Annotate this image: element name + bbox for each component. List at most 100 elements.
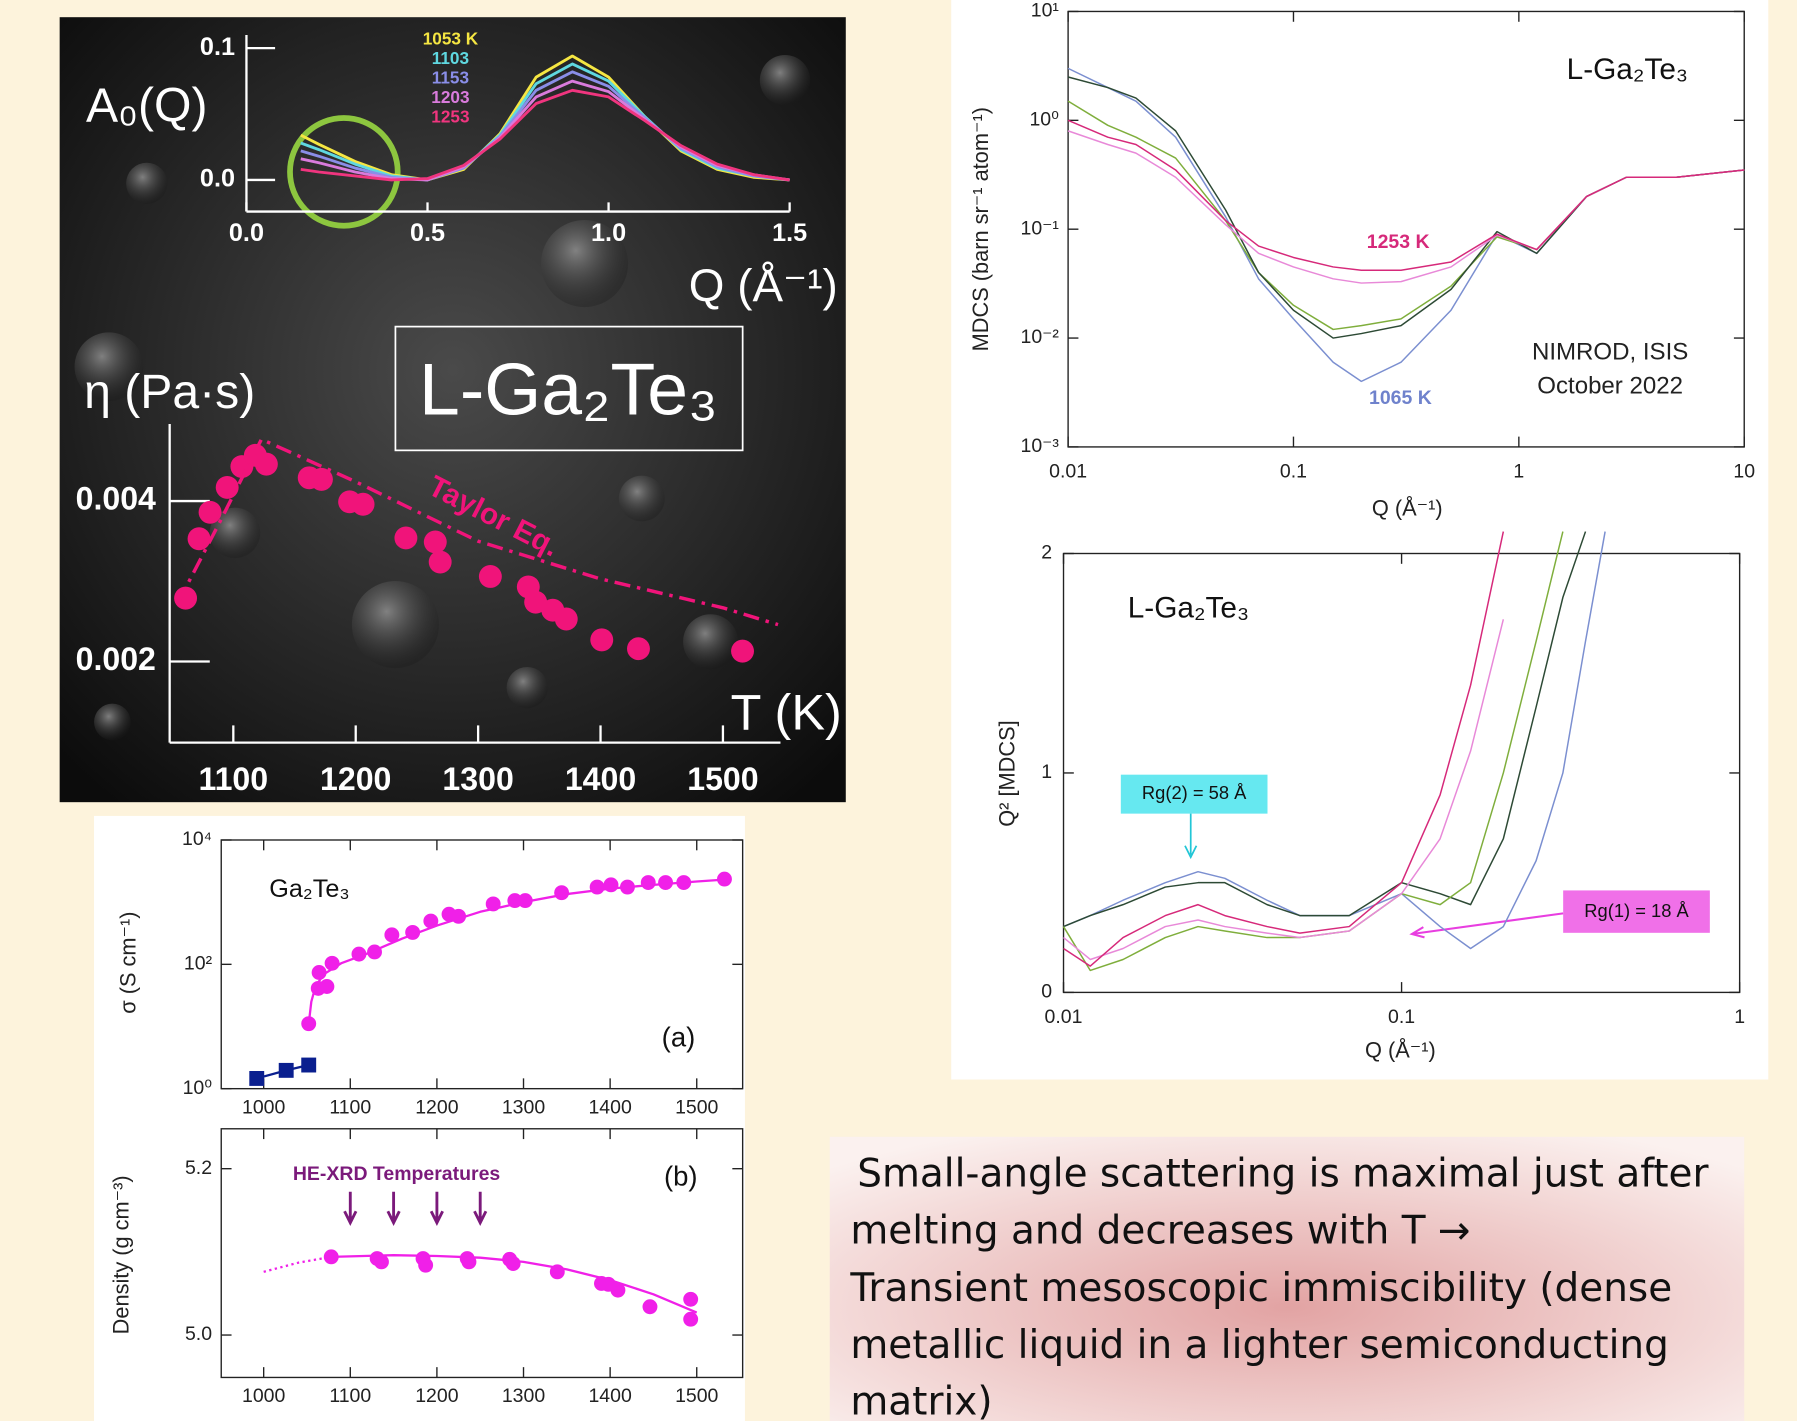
chart-title: L-Ga₂Te₃ (1128, 592, 1249, 625)
y-tick-label: 10⁴ (182, 828, 212, 850)
bubble (94, 704, 131, 741)
marker (394, 526, 417, 549)
marker (555, 608, 578, 631)
y-tick-label: 10⁻¹ (1021, 217, 1060, 239)
bubble (507, 667, 548, 708)
x-tick-label: 0.01 (1049, 460, 1087, 482)
y-tick-label: 10⁻³ (1021, 435, 1060, 457)
marker (590, 628, 613, 651)
poster: Small-angle scattering is maximal just a… (0, 0, 1797, 1421)
marker (554, 885, 569, 900)
x-tick-label: 0.1 (1388, 1006, 1415, 1028)
x-tick-label: 1.5 (772, 219, 807, 247)
marker (683, 1292, 698, 1307)
marker (199, 501, 222, 524)
legend-entry: 1253 (431, 107, 469, 127)
page: {"chart_data": [ {"type": "line", "ylabe… (0, 0, 1797, 1421)
x-tick-label: 0.1 (1280, 460, 1307, 482)
x-tick-label: 0.01 (1045, 1006, 1083, 1028)
y-tick-label: 10¹ (1031, 0, 1060, 22)
annotation: (a) (662, 1022, 696, 1053)
legend-entry: 1103 (432, 48, 469, 68)
x-tick-label: 1 (1734, 1006, 1745, 1028)
annotation: Rg(1) = 18 Å (1584, 900, 1689, 921)
x-tick-label: 1000 (242, 1096, 285, 1118)
x-tick-label: 1300 (502, 1385, 545, 1407)
y-tick-label: 10⁻² (1021, 326, 1060, 348)
bubble (619, 476, 665, 522)
x-axis-label: T (K) (731, 684, 842, 741)
x-tick-label: 1000 (242, 1385, 285, 1407)
marker (479, 565, 502, 588)
marker (312, 965, 327, 980)
note-line: metallic liquid in a lighter semiconduct… (850, 1323, 1668, 1368)
bubble (760, 55, 810, 105)
annotation: NIMROD, ISIS (1532, 338, 1688, 365)
marker (352, 493, 375, 516)
x-tick-label: 1200 (320, 761, 391, 797)
bubble (683, 614, 738, 669)
x-tick-label: 1100 (199, 761, 269, 797)
marker (683, 1312, 698, 1327)
chart-title: Ga₂Te₃ (269, 875, 349, 903)
x-tick-label: 0.5 (410, 219, 445, 247)
annotation: 1253 K (1367, 231, 1430, 253)
note-line: Transient mesoscopic immiscibility (dens… (849, 1266, 1672, 1311)
x-tick-label: 10 (1733, 460, 1755, 482)
marker (731, 640, 754, 663)
y-tick-label: 0 (1041, 981, 1052, 1003)
y-tick-label: 5.0 (185, 1323, 212, 1345)
marker (627, 637, 650, 660)
x-tick-label: 1400 (588, 1096, 631, 1118)
note-line: melting and decreases with T → (850, 1209, 1470, 1254)
y-tick-label: 0.004 (76, 481, 156, 517)
marker (255, 453, 278, 476)
marker (301, 1058, 316, 1073)
x-tick-label: 1200 (415, 1385, 458, 1407)
bubble (126, 163, 167, 204)
x-axis-label: Q (Å⁻¹) (689, 260, 838, 311)
y-axis-label: A₀(Q) (86, 79, 208, 133)
marker (429, 551, 452, 574)
note-line: matrix) (850, 1379, 992, 1421)
y-axis-label: Density (g cm⁻³) (108, 1175, 133, 1334)
marker (249, 1071, 264, 1086)
marker (188, 527, 211, 550)
y-axis-label: Q² [MDCS] (994, 720, 1019, 826)
y-tick-label: 10⁰ (1029, 108, 1059, 130)
y-tick-label: 2 (1041, 542, 1052, 564)
y-tick-label: 5.2 (185, 1157, 212, 1179)
y-tick-label: 0.002 (76, 641, 156, 677)
x-tick-label: 1500 (675, 1096, 718, 1118)
x-tick-label: 1.0 (591, 219, 626, 247)
marker (279, 1063, 294, 1078)
annotation: 1065 K (1369, 387, 1432, 409)
x-tick-label: 1100 (329, 1096, 371, 1118)
bubble (352, 581, 439, 668)
marker (641, 875, 656, 890)
y-axis-label: MDCS (barn sr⁻¹ atom⁻¹) (968, 107, 993, 351)
y-axis-label: σ (S cm⁻¹) (115, 911, 140, 1013)
chart-title: L-Ga₂Te₃ (419, 349, 718, 431)
x-tick-label: 1200 (415, 1096, 458, 1118)
marker (506, 1256, 521, 1271)
legend-entry: 1153 (432, 68, 469, 88)
y-tick-label: 1 (1041, 761, 1052, 783)
marker (643, 1299, 658, 1314)
legend-entry: 1203 (431, 87, 469, 107)
annotation: Rg(2) = 58 Å (1142, 782, 1247, 803)
y-axis-label: η (Pa·s) (84, 365, 255, 419)
x-tick-label: 1400 (565, 761, 636, 797)
marker (590, 880, 605, 895)
marker (319, 979, 334, 994)
y-tick-label: 0.0 (200, 165, 235, 193)
y-tick-label: 10² (184, 952, 213, 974)
annotation: HE-XRD Temperatures (293, 1163, 501, 1185)
annotation: (b) (664, 1160, 698, 1191)
x-axis-label: Q (Å⁻¹) (1372, 496, 1443, 521)
x-axis-label: Q (Å⁻¹) (1365, 1038, 1436, 1063)
x-tick-label: 1500 (675, 1385, 718, 1407)
x-tick-label: 0.0 (229, 219, 264, 247)
legend-entry: 1053 K (423, 29, 479, 49)
x-tick-label: 1500 (687, 761, 758, 797)
